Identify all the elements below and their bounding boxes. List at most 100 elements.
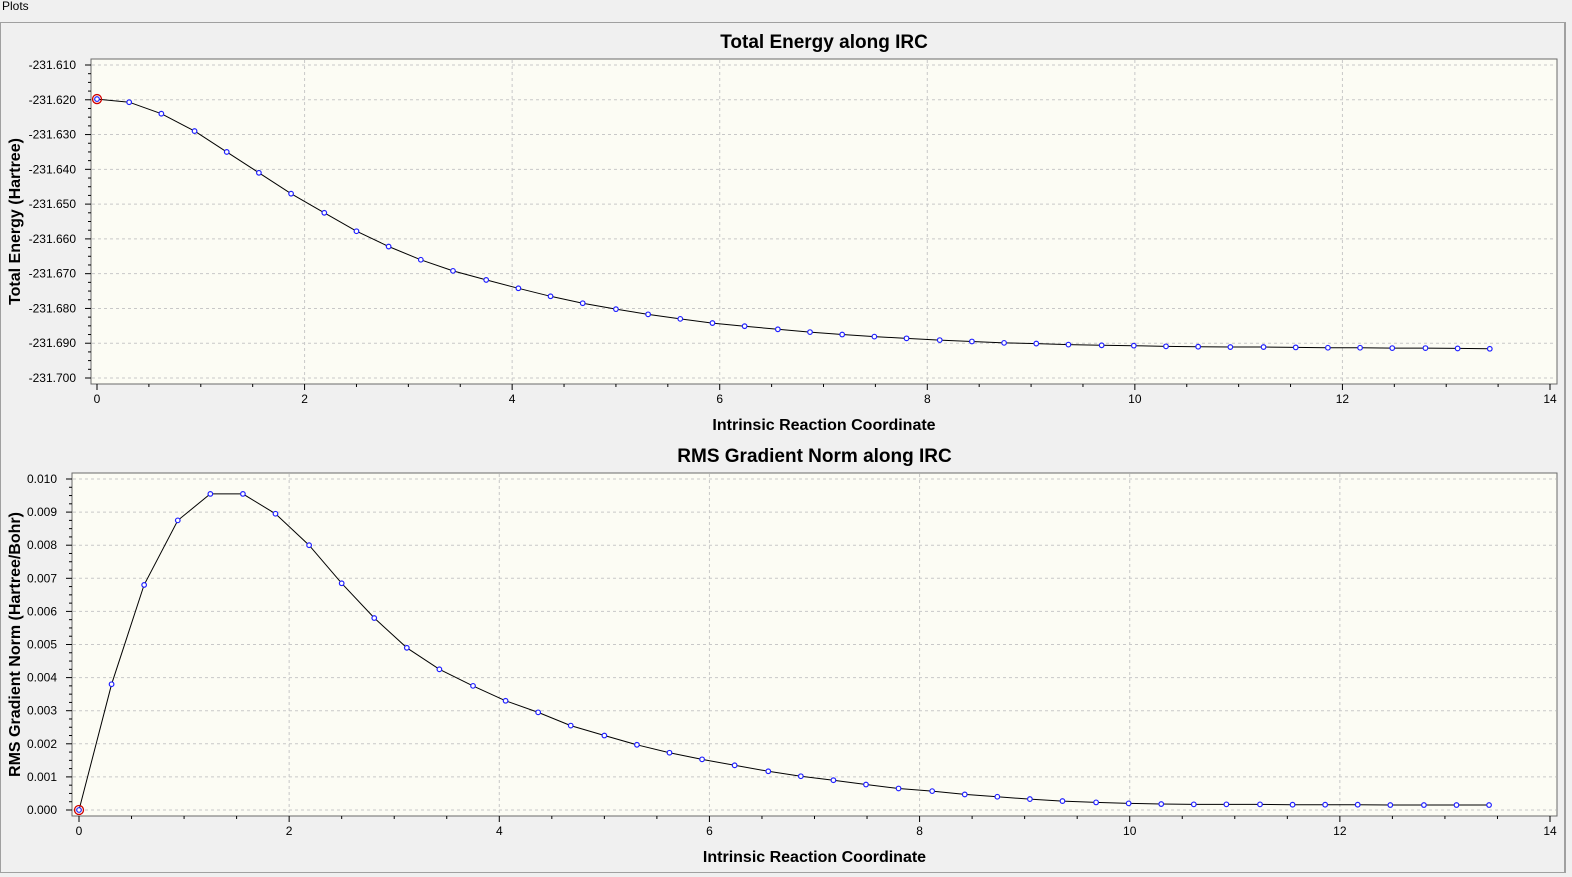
- x-tick-label: 0: [76, 824, 83, 838]
- data-point[interactable]: [1387, 802, 1394, 808]
- data-point[interactable]: [1093, 799, 1099, 806]
- selected-point-marker[interactable]: [91, 93, 103, 105]
- data-point[interactable]: [765, 768, 772, 775]
- selected-point-marker[interactable]: [73, 804, 85, 816]
- y-tick-label: 0.007: [27, 571, 57, 585]
- data-point[interactable]: [903, 335, 910, 342]
- data-point[interactable]: [699, 756, 705, 763]
- data-point[interactable]: [371, 615, 378, 621]
- data-point[interactable]: [741, 323, 748, 330]
- data-point[interactable]: [76, 807, 82, 813]
- data-point[interactable]: [579, 300, 586, 307]
- data-point[interactable]: [929, 788, 936, 795]
- data-point[interactable]: [288, 190, 294, 197]
- data-point[interactable]: [547, 293, 554, 300]
- data-point[interactable]: [613, 306, 619, 313]
- data-point[interactable]: [936, 337, 943, 343]
- data-point[interactable]: [515, 285, 522, 292]
- data-point[interactable]: [353, 228, 360, 235]
- data-point[interactable]: [1033, 340, 1040, 347]
- data-point[interactable]: [272, 510, 279, 517]
- data-point[interactable]: [1065, 341, 1072, 348]
- data-point[interactable]: [502, 697, 509, 704]
- data-point[interactable]: [839, 331, 846, 338]
- data-point[interactable]: [126, 99, 133, 106]
- data-point[interactable]: [1453, 802, 1460, 808]
- data-point[interactable]: [895, 785, 902, 792]
- data-point[interactable]: [1292, 344, 1299, 351]
- x-tick-label: 6: [716, 392, 723, 406]
- data-point[interactable]: [321, 209, 328, 216]
- data-point[interactable]: [871, 333, 878, 340]
- y-tick-label: 0.001: [27, 770, 57, 784]
- data-point[interactable]: [1486, 802, 1492, 808]
- data-point[interactable]: [1260, 344, 1267, 350]
- data-point[interactable]: [158, 110, 165, 117]
- data-point[interactable]: [1190, 801, 1197, 808]
- data-point[interactable]: [807, 329, 813, 335]
- y-tick-label: 0.005: [27, 638, 57, 652]
- x-tick-label: 4: [509, 392, 516, 406]
- data-point[interactable]: [645, 311, 652, 318]
- data-point[interactable]: [1227, 344, 1234, 350]
- data-point[interactable]: [191, 128, 198, 134]
- data-point[interactable]: [601, 732, 608, 739]
- data-point[interactable]: [1422, 345, 1429, 351]
- data-point[interactable]: [863, 781, 869, 788]
- x-tick-label: 8: [924, 392, 931, 406]
- data-point[interactable]: [1001, 339, 1007, 346]
- data-point[interactable]: [174, 517, 181, 524]
- data-point[interactable]: [1195, 343, 1202, 350]
- data-point[interactable]: [1324, 344, 1331, 351]
- data-point[interactable]: [403, 644, 410, 651]
- data-point[interactable]: [830, 777, 837, 784]
- data-point[interactable]: [141, 582, 148, 588]
- data-point[interactable]: [535, 709, 542, 716]
- data-point[interactable]: [1163, 343, 1169, 350]
- y-tick-label: -231.650: [29, 197, 77, 211]
- data-point[interactable]: [1354, 801, 1361, 808]
- data-point[interactable]: [634, 741, 640, 748]
- data-point[interactable]: [207, 490, 214, 497]
- data-point[interactable]: [666, 749, 673, 756]
- data-point[interactable]: [1421, 802, 1427, 808]
- data-point[interactable]: [731, 762, 738, 769]
- data-point[interactable]: [338, 580, 345, 587]
- data-point[interactable]: [994, 793, 1001, 800]
- data-point[interactable]: [709, 320, 716, 326]
- data-point[interactable]: [436, 666, 443, 673]
- data-point[interactable]: [1158, 801, 1165, 807]
- data-point[interactable]: [1257, 801, 1263, 808]
- data-point[interactable]: [1125, 800, 1132, 807]
- data-point[interactable]: [774, 326, 781, 333]
- data-point[interactable]: [306, 542, 313, 549]
- data-point[interactable]: [1322, 801, 1329, 808]
- data-point[interactable]: [1223, 801, 1230, 808]
- data-point[interactable]: [1026, 796, 1033, 802]
- data-point[interactable]: [1130, 342, 1137, 349]
- data-point[interactable]: [385, 243, 392, 250]
- series-line: [96, 98, 1490, 350]
- data-point[interactable]: [1289, 801, 1296, 808]
- data-point[interactable]: [1454, 345, 1461, 352]
- data-point[interactable]: [1098, 342, 1105, 349]
- data-point[interactable]: [450, 267, 456, 274]
- data-point[interactable]: [417, 256, 424, 263]
- data-point[interactable]: [567, 722, 574, 729]
- data-point[interactable]: [223, 149, 230, 155]
- data-point[interactable]: [108, 681, 115, 688]
- data-point[interactable]: [1059, 798, 1066, 804]
- data-point[interactable]: [969, 338, 975, 345]
- data-point[interactable]: [1357, 344, 1363, 351]
- data-point[interactable]: [483, 277, 490, 283]
- data-point[interactable]: [1389, 345, 1396, 351]
- data-point[interactable]: [961, 791, 968, 798]
- data-point[interactable]: [677, 315, 684, 322]
- data-point[interactable]: [797, 773, 804, 780]
- data-point[interactable]: [256, 169, 262, 176]
- data-point[interactable]: [1486, 345, 1493, 352]
- data-point[interactable]: [94, 96, 100, 102]
- data-point[interactable]: [240, 490, 246, 497]
- data-point[interactable]: [470, 682, 476, 689]
